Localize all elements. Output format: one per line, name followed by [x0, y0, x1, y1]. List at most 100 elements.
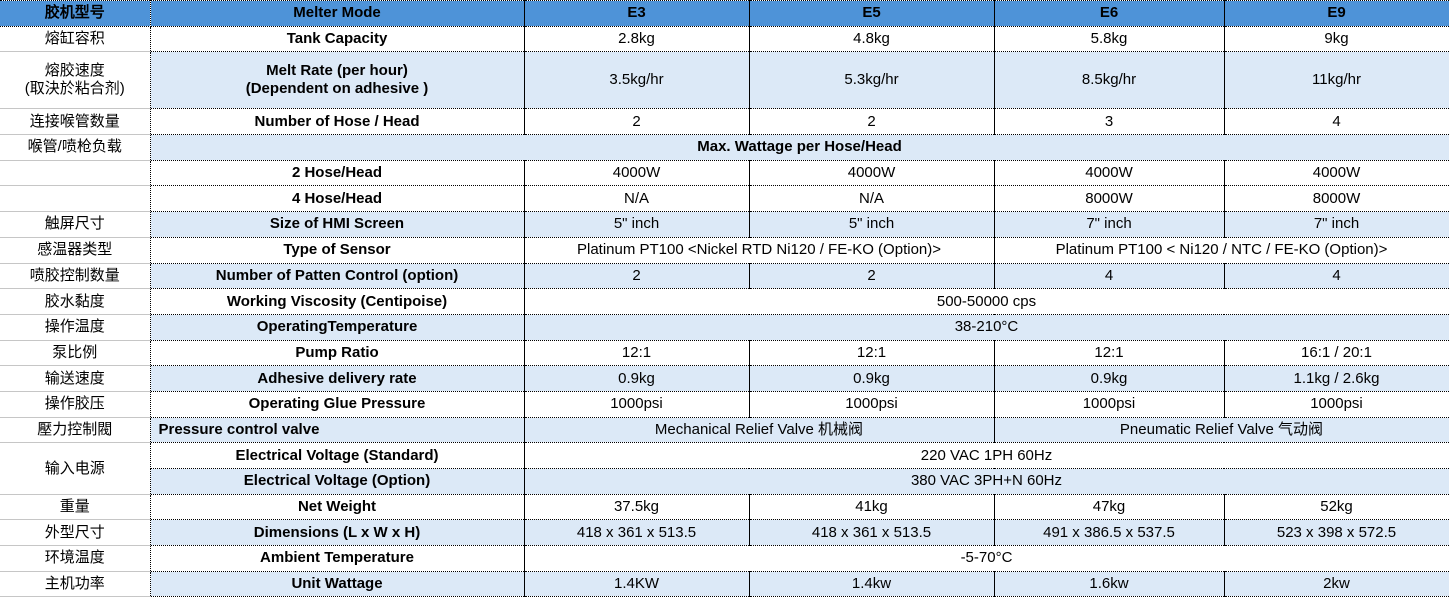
en-label-cell: Dimensions (L x W x H) [150, 519, 524, 547]
table-row-voltage-standard: 输入电源 Electrical Voltage (Standard) 220 V… [0, 442, 1449, 495]
value-cell: 1.1kg / 2.6kg [1223, 365, 1449, 392]
cn-label-cell: 喉管/喷枪负载 [0, 134, 151, 161]
value-cell: 37.5kg [523, 494, 749, 521]
value-cell: 2.8kg [523, 26, 749, 53]
value-cell-e6-e9: Platinum PT100 < Ni120 / NTC / FE-KO (Op… [993, 237, 1449, 264]
table-row-dimensions: 外型尺寸 Dimensions (L x W x H) 418 x 361 x … [0, 519, 1449, 547]
value-cell: 5.3kg/hr [748, 51, 994, 110]
table-row-voltage-option: Electrical Voltage (Option) 380 VAC 3PH+… [0, 468, 1449, 495]
en-label-cell: OperatingTemperature [150, 314, 524, 341]
value-cell: 0.9kg [993, 365, 1224, 392]
value-cell: 418 x 361 x 513.5 [523, 519, 749, 547]
value-cell: N/A [523, 185, 749, 213]
value-cell: 12:1 [993, 340, 1224, 367]
model-header-e3: E3 [523, 0, 749, 27]
value-cell: 4000W [993, 160, 1224, 187]
cn-label-cell: 连接喉管数量 [0, 108, 151, 136]
cn-label-cell: 胶水黏度 [0, 288, 151, 315]
cn-label-cell [0, 160, 151, 187]
table-row-tank-capacity: 熔缸容积 Tank Capacity 2.8kg 4.8kg 5.8kg 9kg [0, 26, 1449, 53]
table-row-hmi-screen: 触屏尺寸 Size of HMI Screen 5" inch 5" inch … [0, 211, 1449, 238]
cn-label-cell: 外型尺寸 [0, 519, 151, 547]
value-cell: 1.4kw [748, 571, 994, 597]
en-label-cell: Ambient Temperature [150, 545, 524, 572]
value-cell: 1.4KW [523, 571, 749, 597]
en-label-cell: Tank Capacity [150, 26, 524, 53]
value-cell-e6-e9: Pneumatic Relief Valve 气动阀 [993, 417, 1449, 444]
value-cell: 1000psi [523, 391, 749, 418]
value-cell: 52kg [1223, 494, 1449, 521]
cn-label-cell: 输送速度 [0, 365, 151, 392]
en-label-cell: Net Weight [150, 494, 524, 521]
value-cell: 12:1 [523, 340, 749, 367]
cn-label-cell: 重量 [0, 494, 151, 521]
value-cell: 11kg/hr [1223, 51, 1449, 110]
en-label-cell: Type of Sensor [150, 237, 524, 264]
cn-label-cell: 熔缸容积 [0, 26, 151, 53]
value-cell: 0.9kg [523, 365, 749, 392]
value-cell: 2kw [1223, 571, 1449, 597]
en-label-cell: Size of HMI Screen [150, 211, 524, 238]
value-cell: 1000psi [748, 391, 994, 418]
value-cell: 3 [993, 108, 1224, 136]
value-cell: 1.6kw [993, 571, 1224, 597]
value-cell: 4 [993, 263, 1224, 290]
value-cell-all-models: 380 VAC 3PH+N 60Hz [523, 468, 1449, 495]
cn-label-cell: 输入电源 [0, 442, 151, 495]
value-cell: 5" inch [523, 211, 749, 238]
value-cell: 4000W [748, 160, 994, 187]
table-row-4-hose-head: 4 Hose/Head N/A N/A 8000W 8000W [0, 185, 1449, 213]
cn-label-cell: 触屏尺寸 [0, 211, 151, 238]
value-cell: 2 [523, 263, 749, 290]
table-row-glue-pressure: 操作胶压 Operating Glue Pressure 1000psi 100… [0, 391, 1449, 418]
value-cell-e3-e5: Mechanical Relief Valve 机械阀 [523, 417, 994, 444]
en-label-cell: Melt Rate (per hour) (Dependent on adhes… [150, 51, 524, 110]
cn-label-cell: 喷胶控制数量 [0, 263, 151, 290]
table-row-viscosity: 胶水黏度 Working Viscosity (Centipoise) 500-… [0, 288, 1449, 315]
value-cell: 16:1 / 20:1 [1223, 340, 1449, 367]
table-row-max-wattage: 喉管/喷枪负载 Max. Wattage per Hose/Head [0, 134, 1449, 161]
cn-label-cell [0, 185, 151, 213]
value-cell: 4000W [523, 160, 749, 187]
cn-label-cell: 环境温度 [0, 545, 151, 572]
model-header-e5: E5 [748, 0, 994, 27]
en-label-cell: Working Viscosity (Centipoise) [150, 288, 524, 315]
max-wattage-banner-cell: Max. Wattage per Hose/Head [150, 134, 1449, 161]
table-row-number-of-hose: 连接喉管数量 Number of Hose / Head 2 2 3 4 [0, 108, 1449, 136]
value-cell: 5.8kg [993, 26, 1224, 53]
en-label-cell: Unit Wattage [150, 571, 524, 597]
value-cell: 491 x 386.5 x 537.5 [993, 519, 1224, 547]
table-row-unit-wattage: 主机功率 Unit Wattage 1.4KW 1.4kw 1.6kw 2kw [0, 571, 1449, 597]
value-cell: 3.5kg/hr [523, 51, 749, 110]
value-cell: 8000W [1223, 185, 1449, 213]
model-header-e9: E9 [1223, 0, 1449, 27]
table-row-ambient-temperature: 环境温度 Ambient Temperature -5-70°C [0, 545, 1449, 572]
value-cell: 8000W [993, 185, 1224, 213]
value-cell: 7" inch [993, 211, 1224, 238]
value-cell-all-models: 220 VAC 1PH 60Hz [523, 442, 1449, 469]
value-cell: 2 [748, 108, 994, 136]
value-cell: 9kg [1223, 26, 1449, 53]
table-row-patten-control: 喷胶控制数量 Number of Patten Control (option)… [0, 263, 1449, 290]
table-row-2-hose-head: 2 Hose/Head 4000W 4000W 4000W 4000W [0, 160, 1449, 187]
en-label-cell: Pump Ratio [150, 340, 524, 367]
table-row-melt-rate: 熔胶速度 (取決於粘合剂) Melt Rate (per hour) (Depe… [0, 51, 1449, 110]
value-cell-e3-e5: Platinum PT100 <Nickel RTD Ni120 / FE-KO… [523, 237, 994, 264]
cn-label-cell: 主机功率 [0, 571, 151, 597]
cn-label-cell: 熔胶速度 (取決於粘合剂) [0, 51, 151, 110]
value-cell: 41kg [748, 494, 994, 521]
value-cell: 12:1 [748, 340, 994, 367]
value-cell: 2 [748, 263, 994, 290]
en-label-cell: Adhesive delivery rate [150, 365, 524, 392]
en-label-cell: 2 Hose/Head [150, 160, 524, 187]
en-label-cell: 4 Hose/Head [150, 185, 524, 213]
cn-label-cell: 操作温度 [0, 314, 151, 341]
value-cell-all-models: 500-50000 cps [523, 288, 1449, 315]
value-cell: 2 [523, 108, 749, 136]
value-cell: N/A [748, 185, 994, 213]
model-header-e6: E6 [993, 0, 1224, 27]
value-cell: 4 [1223, 263, 1449, 290]
cn-label-cell: 壓力控制閥 [0, 417, 151, 444]
table-row-pressure-valve: 壓力控制閥 Pressure control valve Mechanical … [0, 417, 1449, 444]
value-cell: 1000psi [993, 391, 1224, 418]
